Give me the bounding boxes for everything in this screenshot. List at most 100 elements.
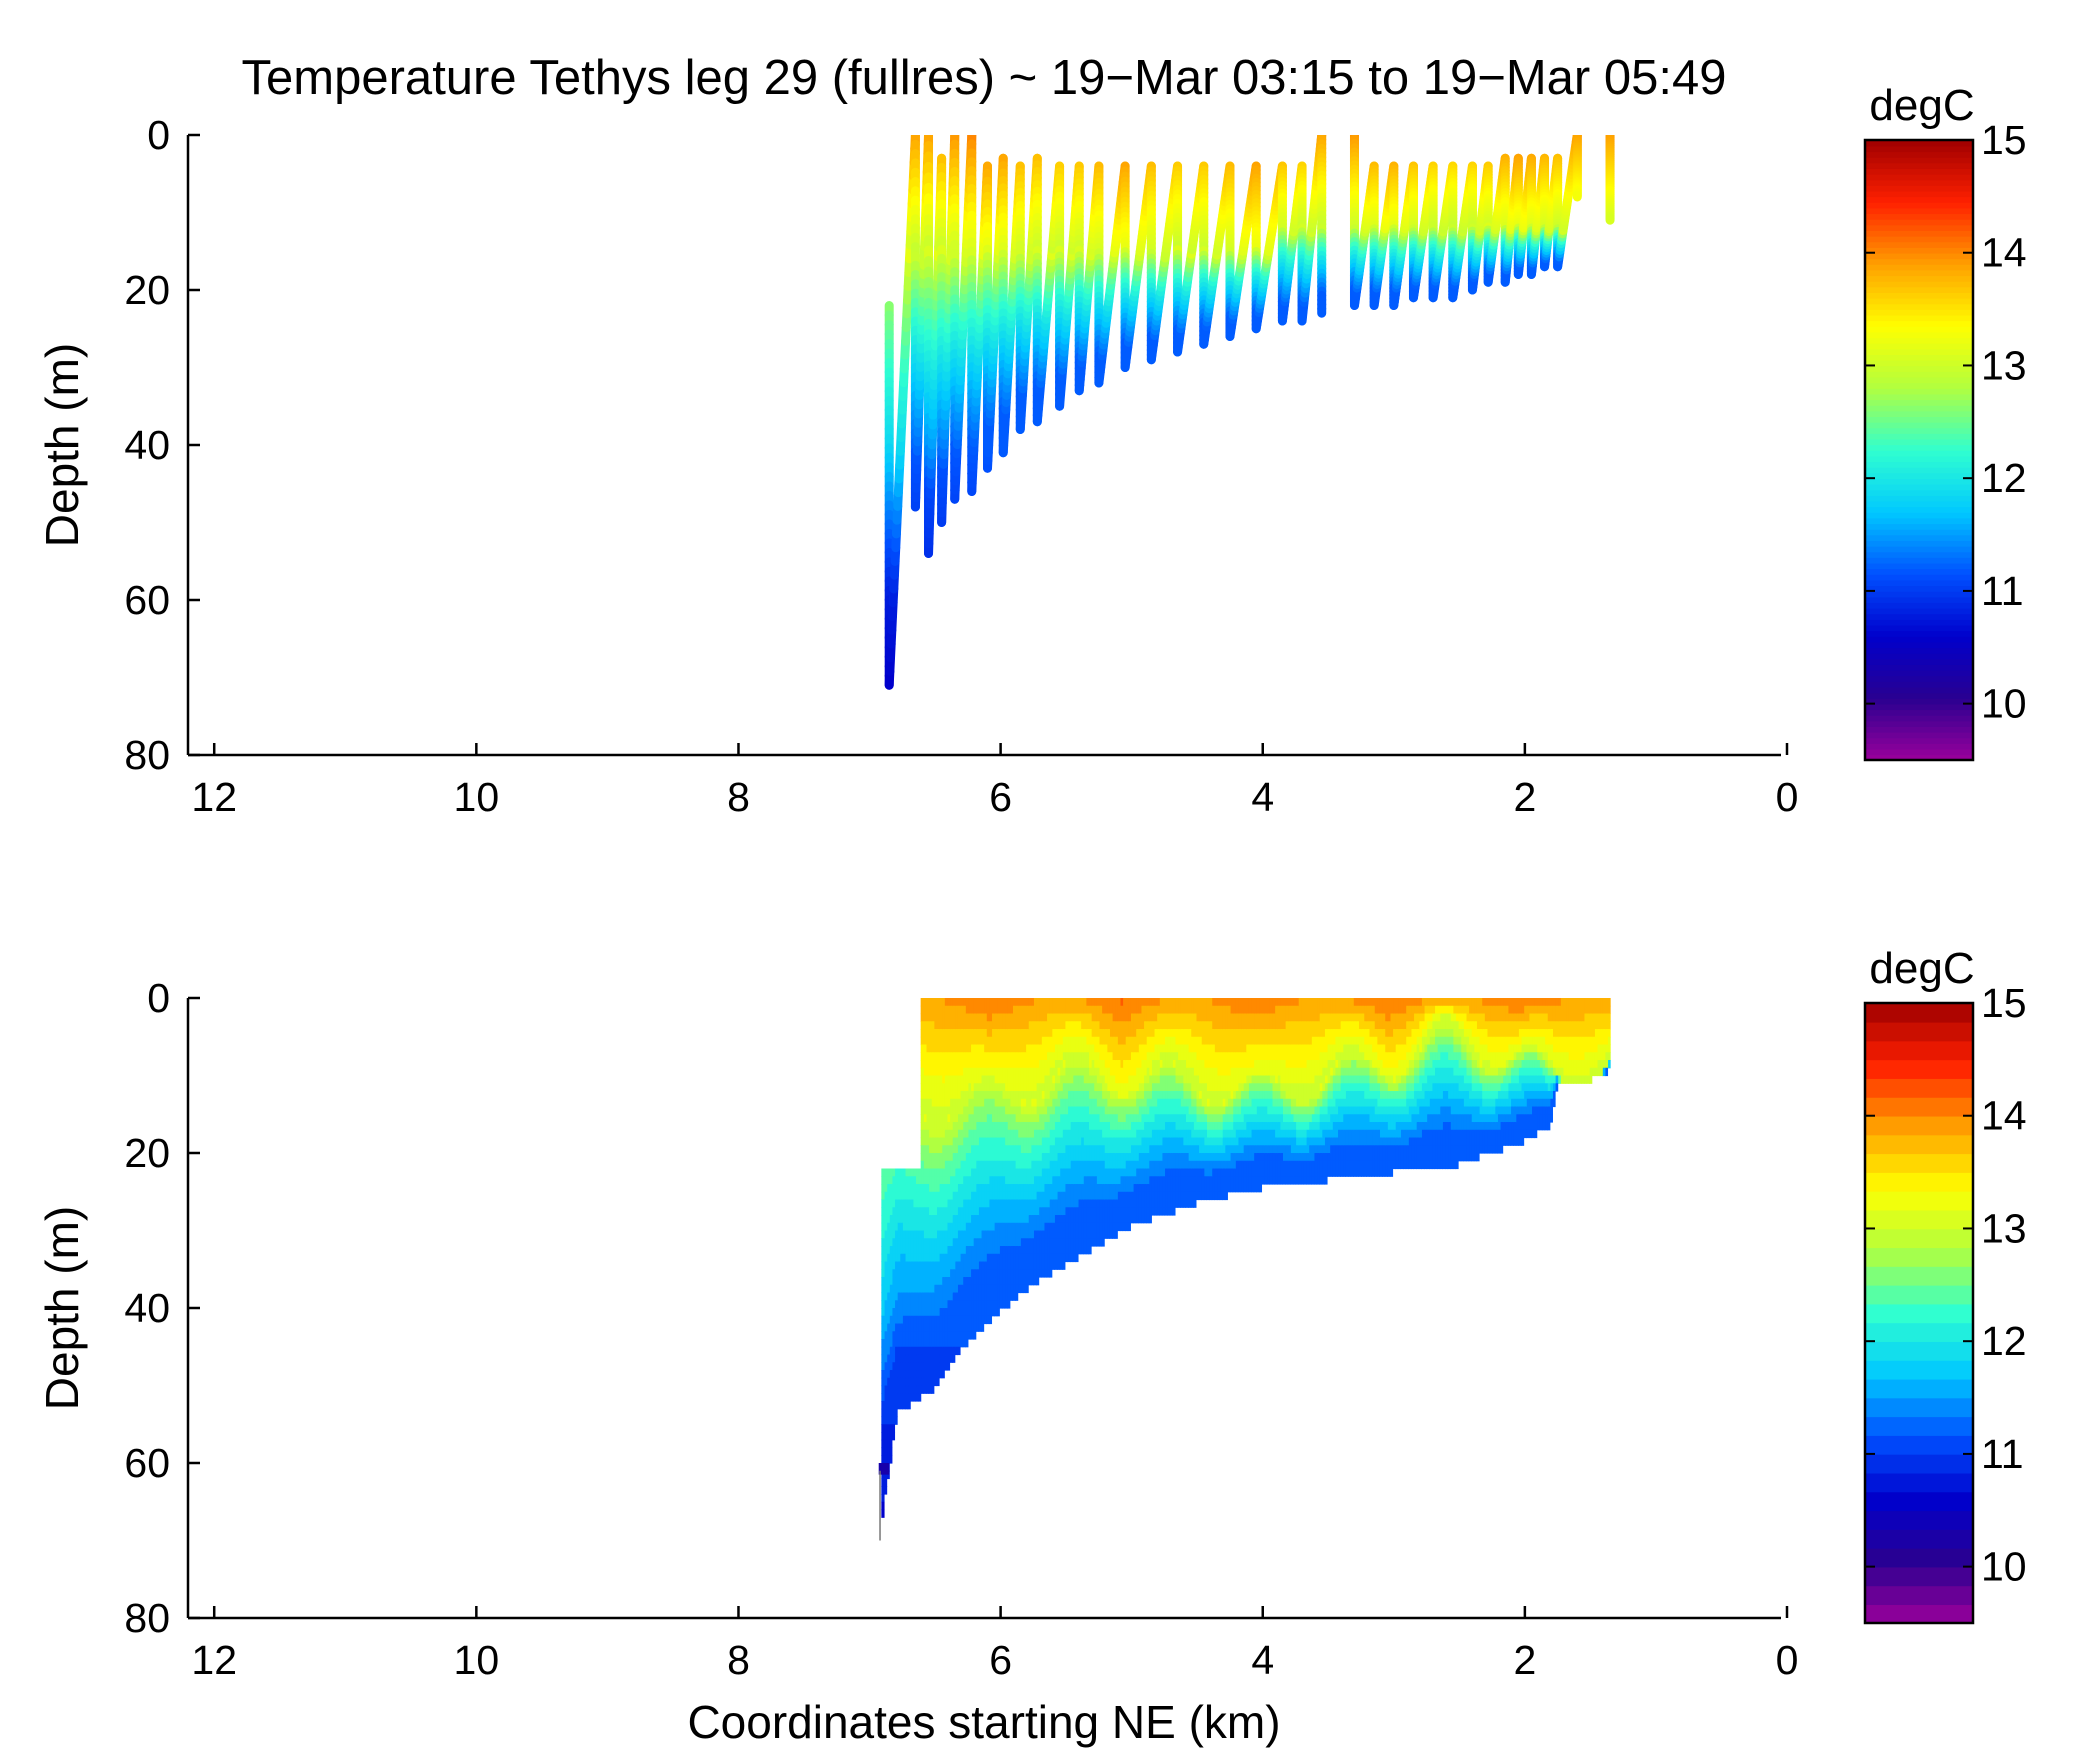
contour-cell: [1476, 1013, 1480, 1022]
contour-cell: [1455, 1044, 1459, 1053]
contour-cell: [1478, 1005, 1483, 1015]
contour-cell: [1478, 1075, 1483, 1084]
contour-cell: [1423, 1075, 1428, 1084]
contour-cell: [1429, 1036, 1433, 1046]
contour-cell: [1604, 1013, 1609, 1022]
contour-cell: [1392, 1153, 1396, 1162]
contour-cell: [1547, 998, 1551, 1007]
contour-cell: [1518, 1083, 1522, 1092]
contour-cell: [1374, 1044, 1378, 1053]
contour-cell: [1476, 1029, 1480, 1038]
contour-cell: [1552, 1036, 1556, 1046]
contour-cell: [1450, 1153, 1454, 1162]
contour-cell: [1321, 998, 1325, 1007]
contour-cell: [1329, 1168, 1333, 1177]
contour-cell: [1526, 1122, 1530, 1131]
contour-cell: [1337, 1106, 1341, 1115]
contour-cell: [1502, 1122, 1506, 1131]
contour-cell: [1429, 1021, 1433, 1030]
contour-cell: [1332, 1122, 1336, 1131]
contour-cell: [1518, 1036, 1522, 1046]
contour-cell: [1382, 1160, 1386, 1170]
contour-cell: [1350, 1067, 1354, 1077]
panel-1-x-tick-label: 0: [1776, 774, 1799, 820]
contour-cell: [1547, 1021, 1551, 1030]
contour-cell: [1460, 1029, 1464, 1038]
contour-cell: [1350, 1168, 1354, 1177]
contour-cell: [1463, 1060, 1467, 1069]
contour-cell: [1471, 1060, 1475, 1069]
contour-cell: [1387, 1052, 1391, 1061]
contour-cell: [1382, 1145, 1386, 1154]
contour-cell: [1374, 1021, 1378, 1030]
contour-cell: [1353, 1098, 1357, 1108]
contour-cell: [1332, 1153, 1336, 1162]
contour-cell: [1510, 998, 1514, 1007]
contour-cell: [1334, 1052, 1339, 1061]
contour-cell: [1379, 1060, 1383, 1069]
contour-cell: [1402, 1145, 1407, 1154]
contour-cell: [1486, 1036, 1491, 1046]
contour-cell: [1413, 1114, 1417, 1123]
contour-cell: [1507, 1021, 1512, 1030]
contour-cell: [1489, 1013, 1493, 1022]
contour-cell: [1371, 1013, 1375, 1022]
contour-cell: [1416, 1129, 1420, 1139]
contour-cell: [1489, 1129, 1493, 1139]
contour-cell: [1418, 1137, 1422, 1146]
contour-cell: [1520, 1114, 1525, 1123]
contour-cell: [1539, 1060, 1543, 1069]
contour-cell: [1583, 1029, 1588, 1038]
contour-cell: [1452, 1005, 1457, 1015]
contour-cell: [1523, 998, 1527, 1007]
contour-cell: [1562, 1013, 1567, 1022]
contour-cell: [1426, 1153, 1430, 1162]
contour-cell: [1439, 998, 1443, 1007]
contour-cell: [1460, 1060, 1464, 1069]
contour-cell: [1371, 1052, 1375, 1061]
contour-cell: [1484, 1021, 1488, 1030]
contour-cell: [1544, 1052, 1548, 1061]
contour-cell: [1337, 1044, 1341, 1053]
contour-cell: [1531, 1044, 1535, 1053]
contour-cell: [1486, 1060, 1491, 1069]
contour-cell: [1502, 1137, 1506, 1146]
contour-cell: [1439, 1145, 1443, 1154]
contour-cell: [1549, 1075, 1553, 1084]
contour-cell: [1465, 1114, 1470, 1123]
contour-cell: [1376, 1160, 1380, 1170]
contour-cell: [1583, 1021, 1588, 1030]
contour-cell: [1408, 1129, 1412, 1139]
contour-cell: [1400, 1060, 1404, 1069]
contour-cell: [1557, 1005, 1561, 1015]
contour-cell: [1431, 1106, 1436, 1115]
contour-cell: [1539, 1067, 1543, 1077]
contour-cell: [1334, 1013, 1339, 1022]
contour-cell: [1591, 1005, 1595, 1015]
contour-cell: [1434, 1036, 1438, 1046]
contour-cell: [1591, 1060, 1595, 1069]
contour-cell: [1437, 1153, 1441, 1162]
contour-cell: [1387, 1075, 1391, 1084]
contour-cell: [1589, 1067, 1593, 1077]
contour-cell: [1489, 1098, 1493, 1108]
contour-cell: [1429, 1160, 1433, 1170]
contour-cell: [1418, 1160, 1422, 1170]
contour-cell: [1578, 1005, 1582, 1015]
contour-cell: [1539, 1005, 1543, 1015]
contour-cell: [1531, 1114, 1535, 1123]
contour-cell: [1426, 1106, 1430, 1115]
contour-cell: [1518, 1052, 1522, 1061]
contour-cell: [1539, 1106, 1543, 1115]
contour-cell: [1400, 1036, 1404, 1046]
contour-cell: [1505, 1114, 1509, 1123]
contour-cell: [1418, 1153, 1422, 1162]
contour-cell: [1552, 1098, 1556, 1108]
contour-cell: [1395, 998, 1399, 1007]
contour-cell: [1465, 1013, 1470, 1022]
contour-cell: [1458, 1060, 1462, 1069]
contour-cell: [1358, 1005, 1362, 1015]
contour-cell: [1465, 1005, 1470, 1015]
contour-cell: [1326, 1137, 1331, 1146]
contour-cell: [1334, 1021, 1339, 1030]
